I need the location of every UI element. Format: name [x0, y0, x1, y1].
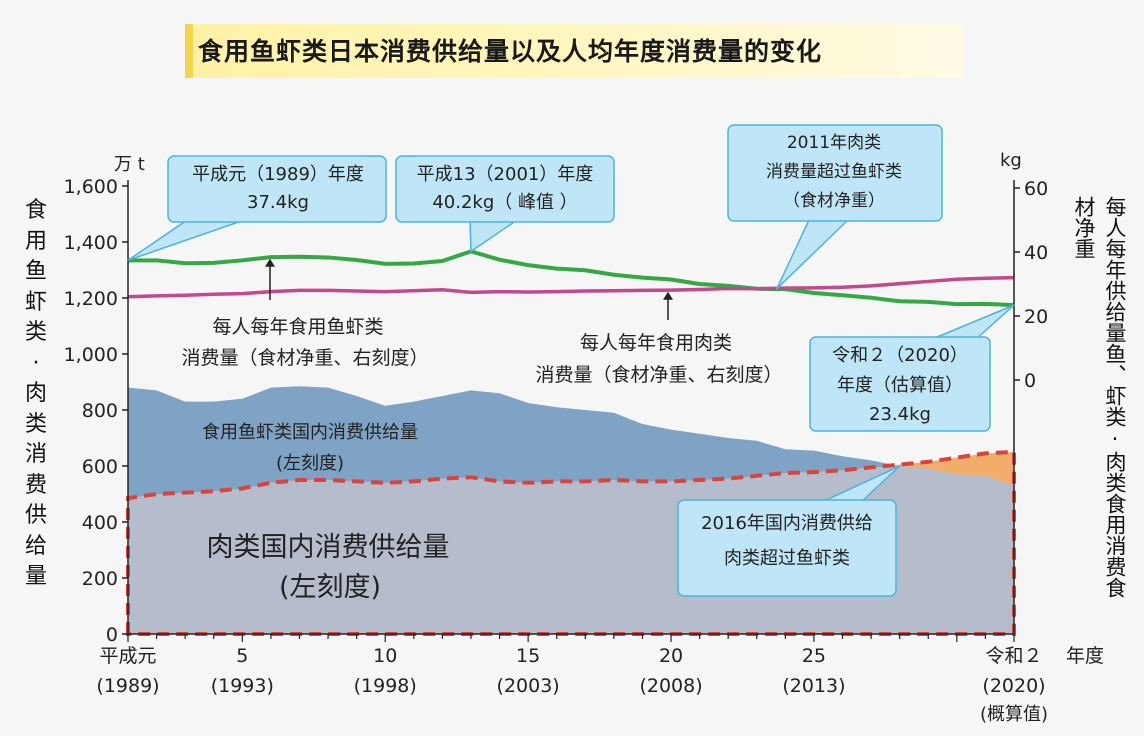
right-axis-tick-label: 20 — [1024, 306, 1048, 328]
label-fish-supply: 食用鱼虾类国内消费供给量 — [202, 422, 418, 443]
right-axis-tick-label: 40 — [1024, 242, 1048, 264]
callout-2011-box — [727, 124, 943, 222]
callout-2016-line2: 肉类超过鱼虾类 — [724, 548, 850, 569]
left-axis-tick-label: 800 — [82, 400, 118, 422]
left-axis-tick-label: 1,600 — [64, 176, 118, 198]
meat-supply-outline — [126, 449, 1016, 636]
right-axis-tick-label: 0 — [1024, 370, 1036, 392]
right-axis-tick-label: 60 — [1024, 178, 1048, 200]
left-axis-tick-label: 400 — [82, 512, 118, 534]
callout-2020 — [809, 304, 1015, 432]
callout-layer — [127, 124, 1015, 597]
callout-2020-line1: 令和２（2020） — [832, 345, 968, 366]
x-tick-year: (2013) — [782, 675, 845, 697]
label-meat-supply-scale: (左刻度) — [278, 572, 382, 603]
callout-2001 — [395, 155, 615, 253]
callout-2020-line3: 23.4kg — [869, 404, 931, 425]
left-axis-tick-label: 1,200 — [64, 288, 118, 310]
line-layer — [127, 249, 1015, 320]
x-tick-era: 平成元 — [99, 645, 156, 667]
callout-1989-line1: 平成元（1989）年度 — [192, 164, 364, 185]
right-axis-title: 每人每年供给量鱼、虾类·肉类食用消费食材净重 — [1072, 196, 1127, 598]
callout-2011 — [727, 124, 943, 290]
label-meat-per-capita-2: 消费量（食材净重、右刻度） — [535, 364, 783, 386]
callout-2016-line1: 2016年国内消费供给 — [701, 513, 873, 534]
x-tick-era: 25 — [802, 645, 826, 667]
label-fish-per-capita-1: 每人每年食用鱼虾类 — [212, 316, 384, 338]
label-fish-supply-scale: (左刻度) — [275, 453, 345, 474]
callout-2001-line2: 40.2kg（ 峰值 ） — [432, 192, 578, 213]
left-axis-title: 食用鱼虾类·肉类消费供给量 — [24, 198, 47, 589]
label-fish-per-capita-2: 消费量（食材净重、右刻度） — [181, 347, 429, 369]
meat-label-arrowhead — [663, 291, 673, 300]
meat-excess-area — [894, 452, 1014, 486]
left-axis-unit: 万 t — [114, 154, 145, 175]
x-tick-era: 5 — [236, 645, 248, 667]
left-axis-tick-label: 200 — [82, 568, 118, 590]
callout-1989-tail — [127, 217, 251, 262]
callout-2011-tail — [776, 217, 851, 290]
x-tick-era: 10 — [373, 645, 397, 667]
x-tick-year: (2003) — [497, 675, 560, 697]
callout-1989 — [127, 155, 387, 262]
callout-2001-tail — [469, 217, 521, 253]
left-axis-tick-label: 1,400 — [64, 232, 118, 254]
callout-2011-line3: （食材净重） — [783, 191, 885, 211]
callout-2001-line1: 平成13（2001）年度 — [416, 164, 594, 185]
fish-per-capita-line — [128, 249, 1015, 308]
callout-2011-line1: 2011年肉类 — [786, 133, 882, 153]
x-tick-year: (1989) — [96, 675, 159, 697]
chart-title: 食用鱼虾类日本消费供给量以及人均年度消费量的变化 — [198, 37, 823, 66]
x-tick-year: (2020) — [982, 675, 1045, 697]
x-tick-note: (概算值) — [980, 704, 1048, 725]
left-axis-tick-label: 600 — [82, 456, 118, 478]
callout-2011-line2: 消费量超过鱼虾类 — [766, 162, 902, 182]
callout-2016-box — [677, 499, 897, 597]
callout-2020-box — [809, 336, 991, 432]
left-axis-tick-label: 1,000 — [64, 344, 118, 366]
label-meat-per-capita-1: 每人每年食用肉类 — [579, 332, 732, 354]
x-tick-era: 20 — [659, 645, 683, 667]
x-tick-era: 令和２ — [985, 645, 1042, 667]
callout-2001-box — [395, 155, 615, 223]
left-axis-tick-label: 0 — [106, 624, 118, 646]
callout-2016 — [677, 465, 901, 597]
axes-layer: 0 200 400 600 800 1,000 1,200 1,400 1,600 0 20 40 60… — [64, 176, 1104, 725]
callout-1989-line2: 37.4kg — [247, 192, 309, 213]
x-tick-era: 15 — [516, 645, 540, 667]
right-axis-unit: kg — [1000, 150, 1022, 171]
callout-2020-tail — [929, 304, 1015, 341]
x-tick-year: (1998) — [354, 675, 417, 697]
x-axis-unit: 年度 — [1066, 645, 1104, 667]
x-tick-year: (1993) — [211, 675, 274, 697]
label-meat-supply: 肉类国内消费供给量 — [206, 532, 450, 563]
fish-label-arrowhead — [265, 258, 275, 267]
callout-1989-box — [167, 155, 387, 223]
title-background — [185, 24, 963, 78]
callout-2020-line2: 年度（估算值） — [837, 375, 963, 396]
x-tick-year: (2008) — [639, 675, 702, 697]
meat-per-capita-line — [127, 275, 1015, 299]
